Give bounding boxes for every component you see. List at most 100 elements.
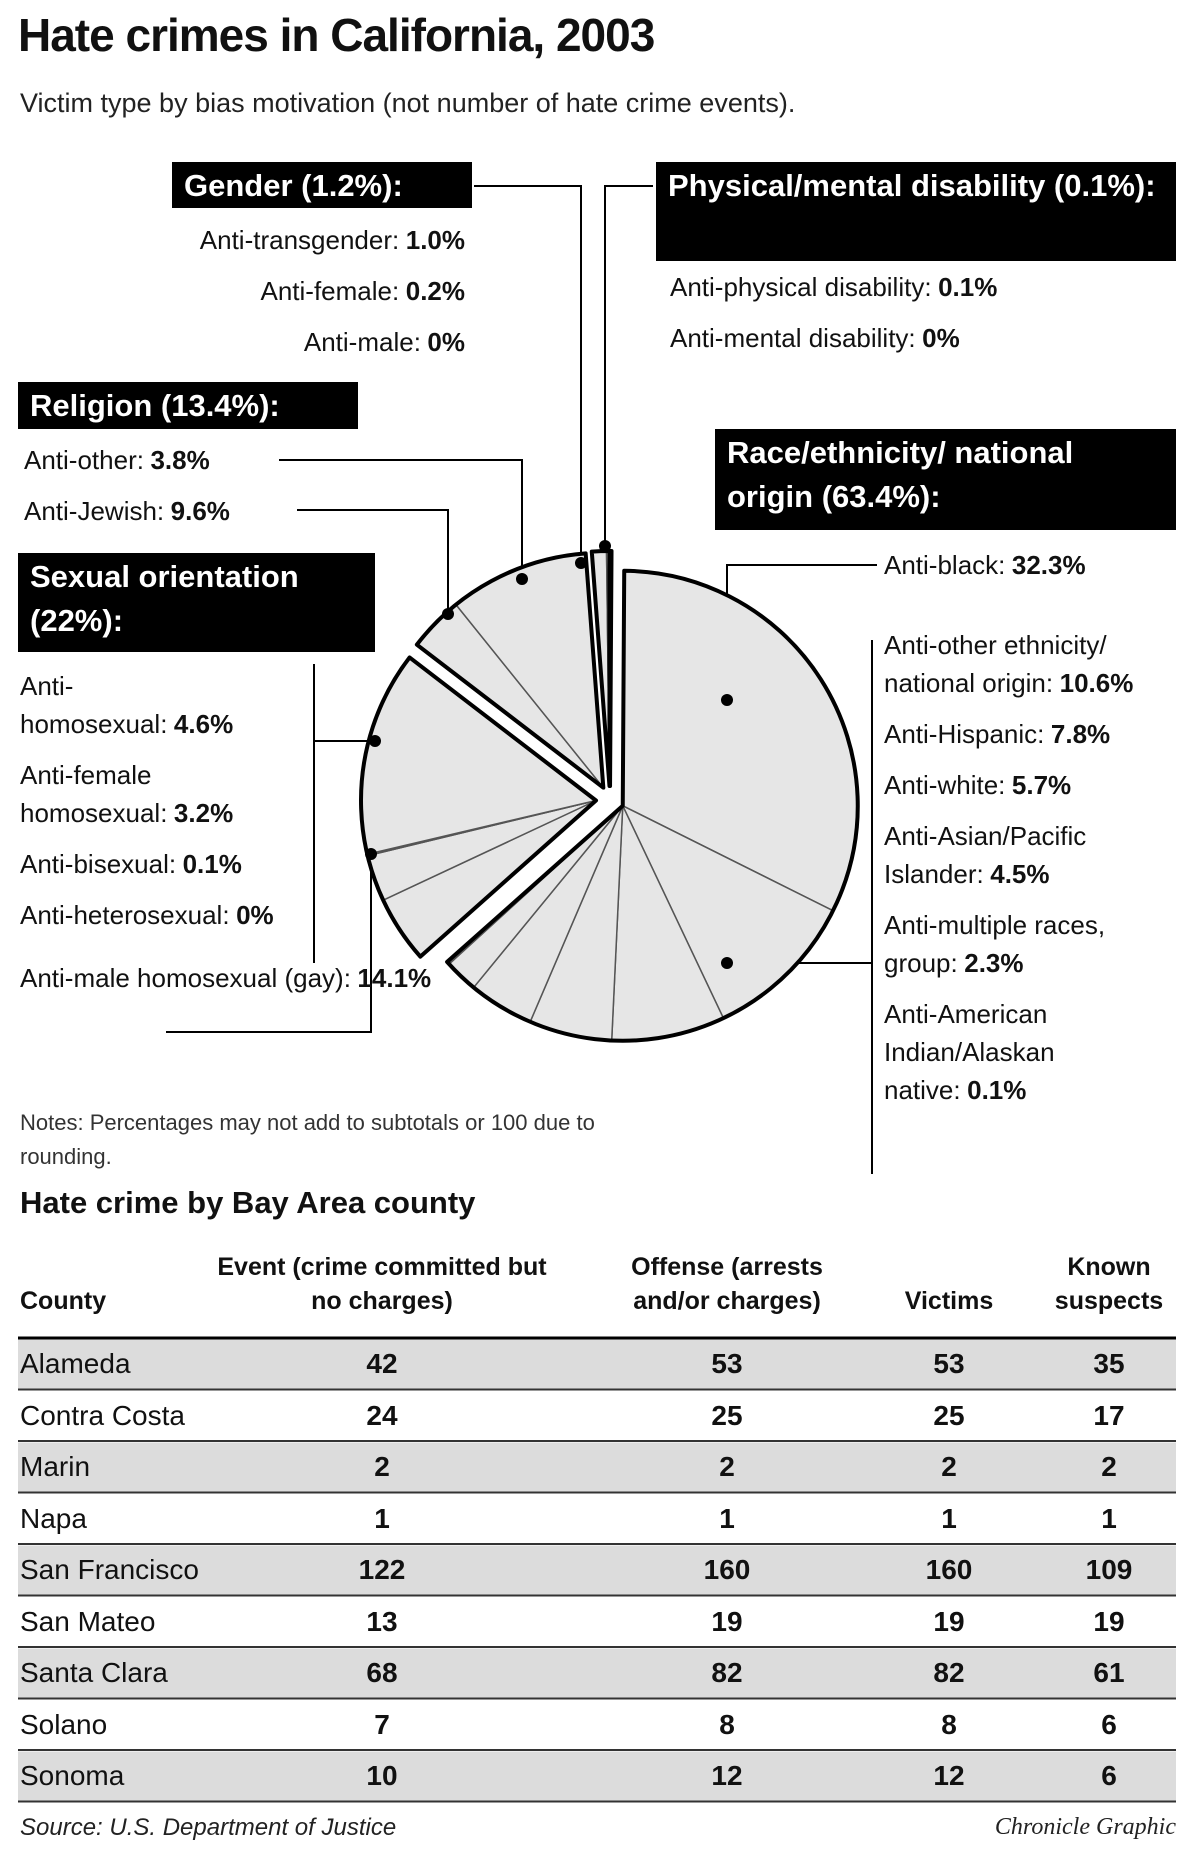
- item-name: Anti-black:: [884, 550, 1006, 580]
- item-value: 0.1%: [938, 272, 998, 302]
- table-cell: 1: [719, 1502, 735, 1534]
- legend-item: Anti-bisexual: 0.1%: [20, 845, 282, 883]
- table-cell: 122: [358, 1554, 406, 1585]
- item-name: Anti-physical disability:: [670, 272, 932, 302]
- item-name: Anti-male:: [303, 327, 421, 357]
- leader-dot: [721, 694, 733, 706]
- table-cell: 13: [366, 1605, 398, 1637]
- group-label: Religion (13.4%):: [18, 382, 358, 429]
- table-cell: 2: [719, 1451, 735, 1482]
- item-list: Anti-other: 3.8% Anti-Jewish: 9.6%: [24, 441, 344, 543]
- table-cell: 6: [1101, 1760, 1117, 1791]
- table-cell: 1: [941, 1502, 957, 1534]
- legend-item: Anti-heterosexual: 0%: [20, 896, 282, 934]
- table-cell: 10: [366, 1760, 398, 1791]
- row-label: Sonoma: [20, 1760, 125, 1791]
- table-cell: 19: [711, 1605, 743, 1637]
- item-list: Anti-transgender: 1.0% Anti-female: 0.2% Ant…: [165, 221, 465, 374]
- item-value: 0%: [922, 323, 960, 353]
- subtitle: Victim type by bias motivation (not numb…: [20, 88, 796, 118]
- item-value: 3.8%: [150, 445, 210, 475]
- leader-line: [279, 459, 523, 579]
- column-header: Victims: [904, 1287, 994, 1315]
- item-value: 2.3%: [964, 948, 1024, 978]
- item-name: Anti-other:: [24, 445, 144, 475]
- row-shade: [18, 1751, 1176, 1801]
- legend-item: Anti-female: 0.2%: [165, 272, 466, 310]
- legend-item: Anti-male homosexual (gay): 14.1%: [20, 959, 440, 997]
- row-label: San Mateo: [20, 1605, 156, 1637]
- item-value: 0.2%: [405, 276, 465, 306]
- legend-item: Anti-physical disability: 0.1%: [670, 268, 1170, 306]
- table-cell: 2: [374, 1451, 390, 1482]
- row-label: Santa Clara: [20, 1657, 168, 1688]
- table-title: Hate crime by Bay Area county: [20, 1185, 476, 1220]
- legend-item: Anti-female homosexual: 3.2%: [20, 756, 282, 832]
- table-cell: 8: [941, 1708, 957, 1740]
- item-value: 9.6%: [170, 496, 230, 526]
- table-cell: 68: [366, 1657, 398, 1688]
- table-cell: 12: [711, 1760, 743, 1791]
- item-name: Anti-female homosexual:: [20, 760, 168, 828]
- row-label: Napa: [20, 1502, 87, 1534]
- credit: Chronicle Graphic: [994, 1814, 1176, 1840]
- group-label: Race/ethnicity/ national origin (63.4%):: [715, 429, 1176, 530]
- item-name: Anti-homosexual:: [20, 671, 168, 739]
- leader-lines: [166, 185, 877, 1174]
- leader-line: [166, 854, 372, 1033]
- table-cell: 35: [1093, 1348, 1125, 1379]
- item-name: Anti-multiple races, group:: [884, 910, 1106, 978]
- item-list: Anti-physical disability: 0.1% Anti-mental…: [670, 268, 1170, 370]
- row-label: San Francisco: [20, 1554, 199, 1585]
- pie-group: [445, 568, 860, 1043]
- item-name: Anti-Asian/Pacific Islander:: [884, 821, 1087, 889]
- notes: Notes: Percentages may not add to subtot…: [20, 1110, 595, 1169]
- leader-line: [604, 185, 653, 546]
- table-cell: 53: [711, 1348, 743, 1379]
- item-value: 1.0%: [405, 225, 465, 255]
- table-cell: 1: [1101, 1502, 1117, 1534]
- leader-dot: [369, 735, 381, 747]
- item-name: Anti-bisexual:: [20, 849, 177, 879]
- column-header: Event (crime committed but no charges): [217, 1253, 547, 1315]
- row-label: Marin: [20, 1451, 91, 1482]
- item-name: Anti-other ethnicity/ national origin:: [884, 630, 1107, 698]
- item-value: 0%: [427, 327, 465, 357]
- row-shade: [18, 1648, 1176, 1698]
- item-name: Anti-heterosexual:: [20, 900, 230, 930]
- table-cell: 82: [933, 1657, 965, 1688]
- item-name: Anti-female:: [260, 276, 400, 306]
- leader-dot: [516, 573, 528, 585]
- item-list: Anti-black: 32.3% Anti-other ethnicity/ na…: [884, 546, 1184, 1122]
- table-cell: 53: [933, 1348, 965, 1379]
- item-value: 7.8%: [1050, 719, 1111, 749]
- column-header: County: [20, 1287, 107, 1315]
- item-value: 4.6%: [173, 709, 234, 739]
- item-value: 32.3%: [1011, 550, 1086, 580]
- column-header: Known suspects: [1054, 1253, 1164, 1315]
- table-cell: 109: [1085, 1554, 1133, 1585]
- item-name: Anti-male homosexual (gay):: [20, 963, 351, 993]
- legend-item: Anti-male: 0%: [165, 323, 465, 361]
- table-cell: 24: [366, 1399, 398, 1431]
- pie-group: [414, 551, 606, 790]
- legend-item: Anti-homosexual: 4.6%: [20, 667, 282, 743]
- item-name: Anti-American Indian/Alaskan native:: [884, 999, 1055, 1105]
- item-name: Anti-white:: [884, 770, 1006, 800]
- item-value: 5.7%: [1011, 770, 1072, 800]
- legend-item: Anti-multiple races, group: 2.3%: [884, 906, 1184, 982]
- legend-item: Anti-black: 32.3%: [884, 546, 1184, 584]
- table-cell: 25: [933, 1399, 965, 1431]
- table-cell: 6: [1101, 1708, 1117, 1740]
- legend-item: Anti-transgender: 1.0%: [165, 221, 465, 259]
- legend-item: Anti-American Indian/Alaskan native: 0.1%: [884, 995, 1184, 1109]
- leader-line: [297, 509, 449, 614]
- group-label: Gender (1.2%):: [172, 162, 472, 208]
- table-cell: 1: [374, 1502, 390, 1534]
- table-cell: 19: [933, 1605, 965, 1637]
- legend-item: Anti-other: 3.8%: [24, 441, 344, 479]
- leader-dot: [442, 608, 454, 620]
- group-label: Physical/mental disability (0.1%):: [656, 162, 1176, 261]
- table-cell: 25: [711, 1399, 743, 1431]
- item-name: Anti-transgender:: [199, 225, 400, 255]
